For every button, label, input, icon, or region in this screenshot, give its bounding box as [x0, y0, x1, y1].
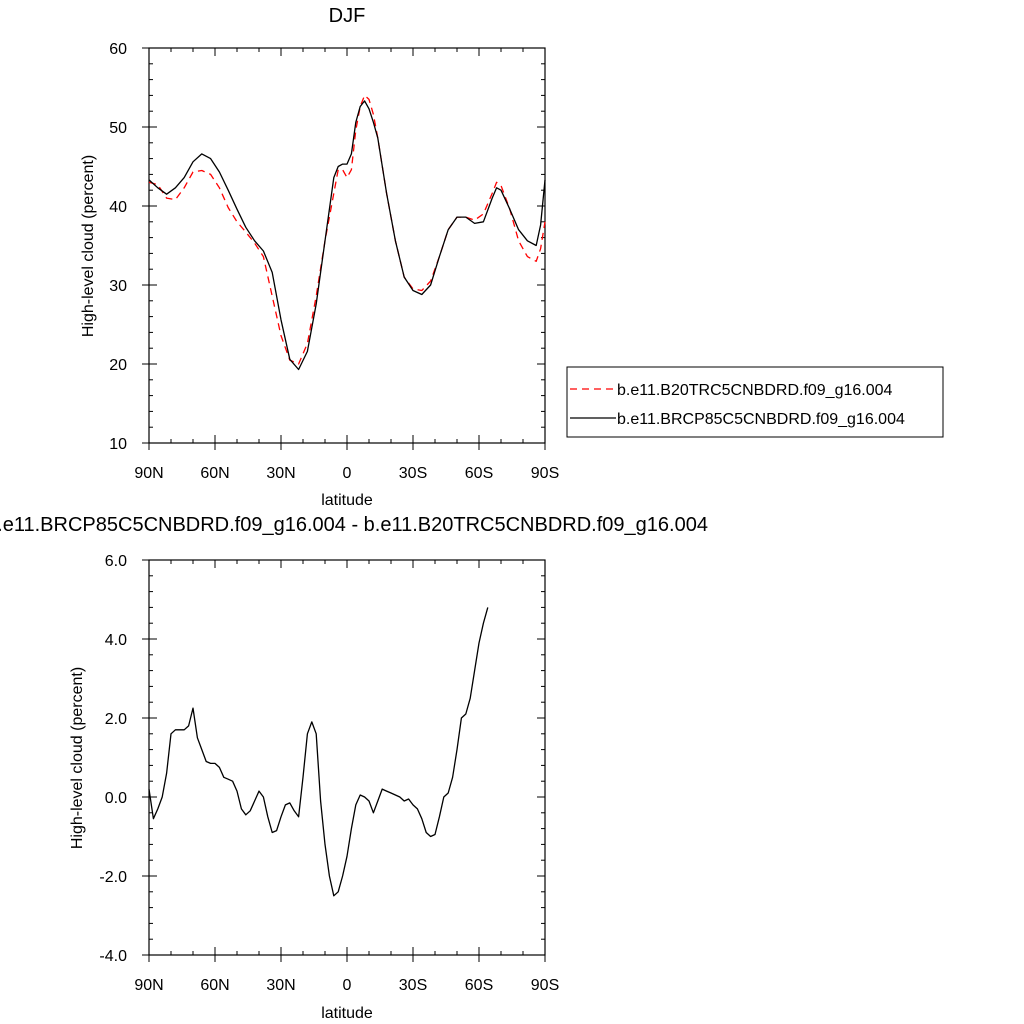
- bottom-x-axis: 90N 60N 30N 0 30S 60S 90S: [134, 560, 559, 994]
- x-tick-label: 90S: [531, 465, 559, 482]
- top-y-axis-label: High-level cloud (percent): [80, 155, 97, 337]
- top-x-axis: 90N 60N 30N 0 30S 60S 90S: [134, 48, 559, 482]
- x-tick-label: 60S: [465, 465, 493, 482]
- y-tick-label: 6.0: [105, 553, 127, 570]
- x-tick-label: 30S: [399, 977, 427, 994]
- series-line-1: [148, 100, 546, 371]
- y-tick-label: 50: [109, 120, 127, 137]
- bottom-x-axis-label: latitude: [321, 1005, 373, 1022]
- x-tick-label: 90S: [531, 977, 559, 994]
- legend-label-historical: b.e11.B20TRC5CNBDRD.f09_g16.004: [617, 382, 893, 399]
- x-tick-label: 60N: [200, 465, 229, 482]
- y-tick-label: 10: [109, 436, 127, 453]
- x-tick-label: 0: [343, 977, 352, 994]
- x-tick-label: 60S: [465, 977, 493, 994]
- y-tick-label: 40: [109, 199, 127, 216]
- top-y-axis: 10 20 30 40 50 60: [109, 41, 545, 453]
- series-line-0: [148, 607, 489, 897]
- top-x-axis-label: latitude: [321, 492, 373, 509]
- legend-label-rcp85: b.e11.BRCP85C5CNBDRD.f09_g16.004: [617, 411, 905, 428]
- y-tick-label: 0.0: [105, 790, 127, 807]
- y-tick-label: 20: [109, 357, 127, 374]
- top-plot-frame: [148, 47, 546, 444]
- legend: b.e11.B20TRC5CNBDRD.f09_g16.004 b.e11.BR…: [566, 366, 944, 438]
- y-tick-label: -2.0: [99, 869, 127, 886]
- bottom-chart-title: b.e11.BRCP85C5CNBDRD.f09_g16.004 - b.e11…: [0, 514, 708, 536]
- x-tick-label: 90N: [134, 465, 163, 482]
- x-tick-label: 90N: [134, 977, 163, 994]
- x-tick-label: 60N: [200, 977, 229, 994]
- x-tick-label: 0: [343, 465, 352, 482]
- y-tick-label: 4.0: [105, 632, 127, 649]
- y-tick-label: 30: [109, 278, 127, 295]
- x-tick-label: 30S: [399, 465, 427, 482]
- legend-box: [566, 366, 944, 438]
- y-tick-label: 2.0: [105, 711, 127, 728]
- top-series-lines: [148, 94, 546, 371]
- series-line-0: [148, 94, 546, 365]
- x-tick-label: 30N: [266, 977, 295, 994]
- top-chart-title: DJF: [329, 5, 366, 27]
- top-panel: DJF 10 20 30 40 50 60 90N 60N 30N 0 30S 60S 90S lat…: [80, 5, 944, 509]
- y-tick-label: 60: [109, 41, 127, 58]
- bottom-y-axis: -4.0 -2.0 0.0 2.0 4.0 6.0: [99, 553, 545, 965]
- bottom-panel: b.e11.BRCP85C5CNBDRD.f09_g16.004 - b.e11…: [0, 514, 708, 1022]
- y-tick-label: -4.0: [99, 948, 127, 965]
- bottom-plot-frame: [148, 559, 546, 956]
- x-tick-label: 30N: [266, 465, 295, 482]
- bottom-y-axis-label: High-level cloud (percent): [69, 667, 86, 849]
- bottom-series-lines: [148, 607, 489, 897]
